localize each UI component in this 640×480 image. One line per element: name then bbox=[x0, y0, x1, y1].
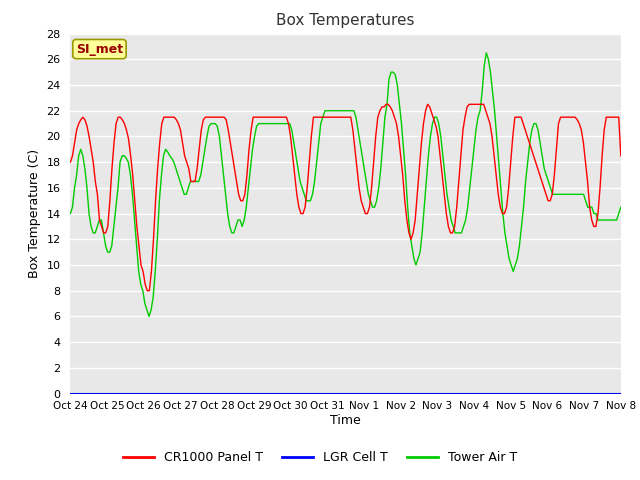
Legend: CR1000 Panel T, LGR Cell T, Tower Air T: CR1000 Panel T, LGR Cell T, Tower Air T bbox=[118, 446, 522, 469]
Y-axis label: Box Temperature (C): Box Temperature (C) bbox=[28, 149, 41, 278]
Text: SI_met: SI_met bbox=[76, 43, 123, 56]
Title: Box Temperatures: Box Temperatures bbox=[276, 13, 415, 28]
X-axis label: Time: Time bbox=[330, 414, 361, 427]
